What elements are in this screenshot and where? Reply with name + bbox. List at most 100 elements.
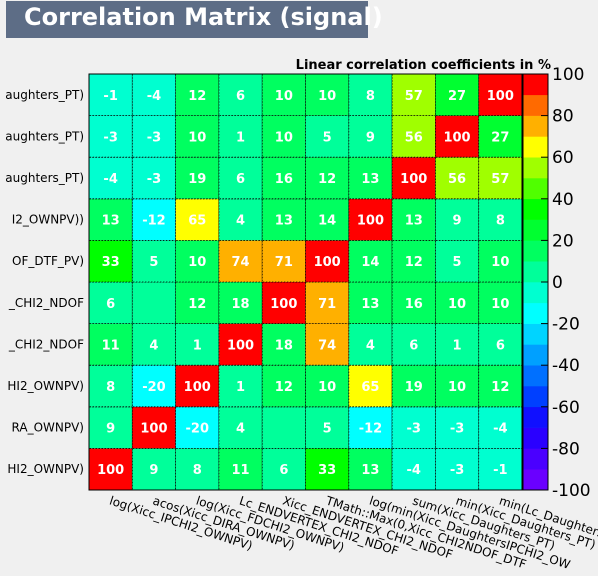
colorbar-bin xyxy=(523,302,548,324)
cell-value-label: 9 xyxy=(453,214,462,229)
colorbar-bin xyxy=(523,448,548,470)
colorbar-bin xyxy=(523,282,548,304)
heatmap-cell xyxy=(305,364,350,408)
cell-value-label: 4 xyxy=(149,338,158,353)
heatmap-cell xyxy=(131,239,177,283)
heatmap-cell xyxy=(88,198,133,241)
cell-value-label: 6 xyxy=(236,172,245,187)
cell-value-label: 16 xyxy=(405,297,423,312)
colorbar-bin xyxy=(523,365,548,387)
cell-value-label: 100 xyxy=(227,338,254,353)
cell-value-label: 100 xyxy=(184,380,211,395)
y-axis-label: HI2_OWNPV) xyxy=(7,462,84,476)
colorbar-bin xyxy=(523,386,548,408)
colorbar-bin xyxy=(523,115,548,137)
heatmap-cell xyxy=(261,198,306,241)
heatmap-cell xyxy=(175,364,220,408)
cell-value-label: 100 xyxy=(270,297,297,312)
cell-value-label: 71 xyxy=(275,255,293,270)
cell-value-label: -4 xyxy=(103,172,117,187)
heatmap-cell xyxy=(434,156,480,200)
colorbar-bin xyxy=(523,323,548,345)
colorbar-tick-label: 20 xyxy=(552,231,574,251)
y-axis-label: HI2_OWNPV) xyxy=(7,379,84,393)
cell-value-label: 100 xyxy=(357,214,384,229)
cell-value-label: 4 xyxy=(366,338,375,353)
heatmap-cell xyxy=(434,406,480,449)
cell-value-label: 10 xyxy=(491,297,509,312)
colorbar-bin xyxy=(523,157,548,179)
heatmap-cell xyxy=(131,364,177,408)
plot-frame xyxy=(88,73,523,491)
cell-value-label: 11 xyxy=(102,338,120,353)
cell-value-label: 10 xyxy=(448,297,466,312)
cell-value-label: 13 xyxy=(275,214,293,229)
heatmap-cell xyxy=(348,447,393,491)
cell-value-label: 6 xyxy=(409,338,418,353)
cell-value-label: 57 xyxy=(405,89,423,104)
cell-value-label: -4 xyxy=(493,422,507,437)
chart-subtitle: Linear correlation coefficients in % xyxy=(296,58,551,73)
cell-value-label: 1 xyxy=(236,130,245,145)
y-axis-label: RA_OWNPV) xyxy=(12,421,84,435)
cell-value-label: 1 xyxy=(236,380,245,395)
cell-value-label: -3 xyxy=(147,130,161,145)
heatmap-cell xyxy=(218,198,263,241)
colorbar-tick-label: -100 xyxy=(552,481,591,501)
heatmap-cell xyxy=(218,115,263,158)
cell-value-label: 16 xyxy=(275,172,293,187)
cell-value-label: 19 xyxy=(405,380,423,395)
cell-value-label: 100 xyxy=(97,463,124,478)
chart-title: Correlation Matrix (signal) xyxy=(24,3,383,31)
cell-value-label: 8 xyxy=(193,463,202,478)
cell-value-label: 5 xyxy=(323,130,332,145)
cell-value-label: 5 xyxy=(323,422,332,437)
heatmap-cell xyxy=(88,156,133,200)
heatmap-cell xyxy=(305,198,350,241)
heatmap-cell xyxy=(218,239,263,283)
cell-value-label: 6 xyxy=(496,338,505,353)
cell-value-label: 1 xyxy=(193,338,202,353)
colorbar-tick-label: 100 xyxy=(552,65,584,85)
cell-value-label: 5 xyxy=(149,255,158,270)
cell-value-label: 9 xyxy=(149,463,158,478)
heatmap-cell xyxy=(434,198,480,241)
cell-value-label: 10 xyxy=(448,380,466,395)
colorbar-tick-label: -80 xyxy=(552,439,580,459)
heatmap-cell xyxy=(391,198,436,241)
cell-value-label: 6 xyxy=(236,89,245,104)
cell-value-label: 13 xyxy=(102,214,120,229)
cell-value-label: 10 xyxy=(318,89,336,104)
title-box: Correlation Matrix (signal) xyxy=(6,1,383,38)
heatmap-cell xyxy=(175,239,220,283)
y-axis-label: OF_DTF_PV) xyxy=(12,254,84,268)
cell-value-label: 12 xyxy=(188,297,206,312)
cell-value-label: -1 xyxy=(493,463,507,478)
heatmap-cell xyxy=(131,198,177,241)
y-axis-label: aughters_PT) xyxy=(5,171,84,185)
cell-value-label: -3 xyxy=(407,422,421,437)
cell-value-label: 6 xyxy=(279,463,288,478)
cell-value-label: -1 xyxy=(103,89,117,104)
heatmap-cell xyxy=(434,115,480,158)
heatmap-cell xyxy=(434,73,480,116)
colorbar-bin xyxy=(523,198,548,220)
colorbar-tick-label: 40 xyxy=(552,190,574,210)
colorbar-tick-label: -20 xyxy=(552,315,580,335)
cell-value-label: 10 xyxy=(491,255,509,270)
heatmap-cell xyxy=(131,156,177,200)
cell-value-label: -12 xyxy=(359,422,383,437)
colorbar-bin xyxy=(523,261,548,283)
heatmap-cell xyxy=(348,239,393,283)
colorbar-tick-label: 0 xyxy=(552,273,563,293)
cell-value-label: 4 xyxy=(236,214,245,229)
cell-value-label: 13 xyxy=(361,172,379,187)
colorbar-tick-label: -60 xyxy=(552,398,580,418)
cell-value-label: 74 xyxy=(318,338,336,353)
cell-value-label: 4 xyxy=(236,422,245,437)
y-axis-label: _CHI2_NDOF xyxy=(8,296,84,310)
cell-value-label: 57 xyxy=(491,172,509,187)
colorbar-bin xyxy=(523,469,548,491)
heatmap-cell xyxy=(305,447,350,491)
cell-value-label: -3 xyxy=(450,422,464,437)
